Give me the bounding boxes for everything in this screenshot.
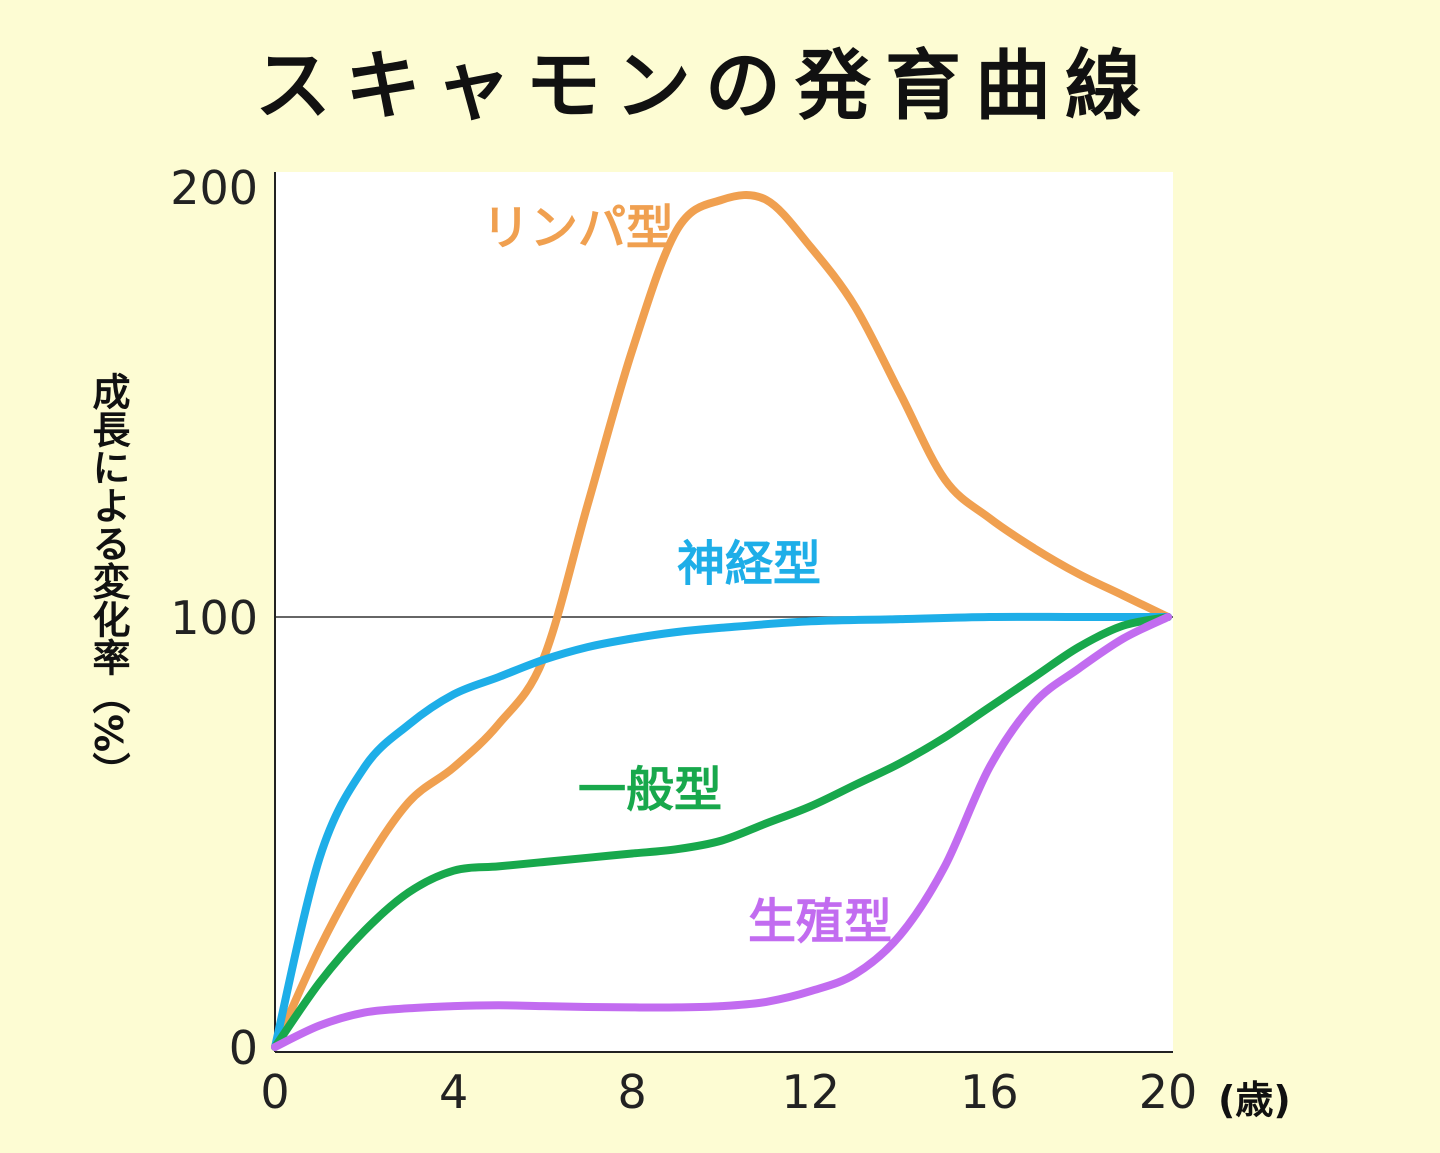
x-tick-label: 20 — [1139, 1065, 1198, 1119]
series-label-general: 一般型 — [578, 762, 722, 818]
x-axis-unit: (歳) — [1218, 1078, 1291, 1122]
series-label-reproductive: 生殖型 — [748, 894, 892, 950]
x-tick-label: 16 — [960, 1065, 1019, 1119]
chart-title: スキャモンの発育曲線 — [255, 41, 1155, 130]
y-tick-labels: 0 100 200 — [170, 161, 258, 1075]
series-lines — [271, 191, 1172, 1051]
series-label-neural: 神経型 — [677, 536, 821, 592]
series-line-lymph — [271, 191, 1172, 1051]
y-axis-label: 成長による変化率（%） — [86, 372, 130, 790]
x-tick-label: 12 — [782, 1065, 841, 1119]
x-tick-label: 4 — [439, 1065, 468, 1119]
x-tick-label: 0 — [260, 1065, 289, 1119]
series-line-neural — [271, 612, 1172, 1051]
x-tick-labels: 0 4 8 12 16 20 — [260, 1065, 1197, 1119]
series-line-general — [271, 613, 1172, 1051]
x-tick-label: 8 — [618, 1065, 647, 1119]
y-tick-label: 0 — [229, 1021, 258, 1075]
y-tick-label: 200 — [170, 161, 258, 215]
y-tick-label: 100 — [170, 591, 258, 645]
plot-area — [275, 172, 1173, 1052]
series-line-reproductive — [271, 613, 1172, 1051]
series-label-lymph: リンパ型 — [482, 200, 674, 256]
